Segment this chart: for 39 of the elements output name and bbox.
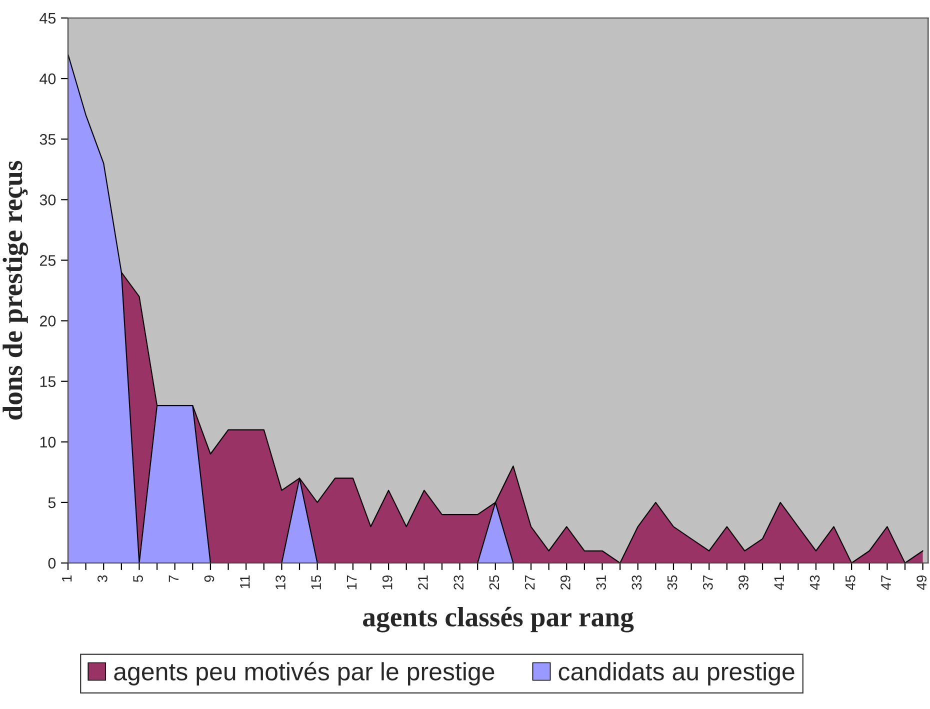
x-tick-label: 37 [702,576,713,590]
y-tick-label: 15 [40,376,56,388]
x-tick-label: 27 [524,576,535,590]
x-tick-label: 13 [276,575,286,590]
y-tick-label: 35 [40,134,56,145]
x-tick-label: 19 [382,575,392,590]
x-tick-label: 3 [98,575,108,582]
x-tick-label: 31 [596,575,606,590]
x-tick-label: 49 [916,575,927,590]
x-tick-label: 11 [240,575,250,588]
x-tick-label: 1 [62,575,72,582]
x-tick-label: 45 [846,575,856,590]
y-tick-label: 10 [40,436,56,448]
y-tick-label: 5 [48,497,56,508]
y-tick-label: 0 [48,558,56,569]
x-tick-label: 47 [881,576,891,590]
x-tick-label: 17 [346,576,357,590]
y-axis-title: dons de prestige reçus [2,160,28,420]
legend-label: agents peu motivés par le prestige [114,662,494,686]
x-tick-label: 23 [454,575,464,590]
x-tick-label: 15 [311,575,322,590]
x-tick-label: 25 [489,575,500,590]
x-tick-label: 35 [667,575,678,590]
x-tick-label: 29 [560,575,570,590]
x-tick-label: 5 [133,575,143,582]
x-tick-label: 39 [738,575,748,590]
legend-label: candidats au prestige [558,662,794,686]
y-tick-label: 45 [40,13,56,24]
x-tick-label: 7 [168,576,178,582]
x-tick-label: 41 [774,575,784,590]
y-tick-label: 20 [40,316,56,326]
y-tick-label: 25 [40,255,56,266]
x-tick-label: 9 [204,575,214,582]
y-tick-label: 40 [40,73,56,84]
y-tick-label: 30 [40,194,56,206]
x-tick-label: 33 [632,575,642,590]
x-tick-label: 43 [810,575,820,590]
x-axis-title: agents classés par rang [363,606,634,632]
x-tick-label: 21 [418,575,428,590]
